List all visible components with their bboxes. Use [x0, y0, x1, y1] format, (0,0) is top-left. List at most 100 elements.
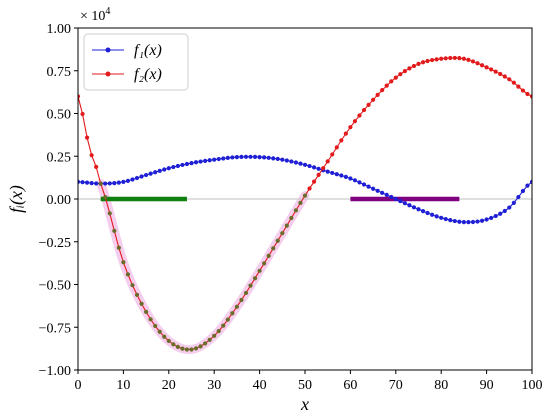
series-2-point [112, 228, 117, 233]
series-1-point [134, 175, 140, 181]
series-2-point [348, 125, 353, 130]
series-2-point [116, 245, 121, 250]
series-1-point [78, 179, 81, 184]
series-2-point [371, 97, 376, 102]
y-tick-label: 1.00 [47, 22, 72, 37]
series-1-point [302, 162, 308, 167]
series-1-point [411, 205, 417, 210]
series-2-point [352, 119, 358, 124]
series-2-point [321, 166, 326, 171]
series-1-point [375, 188, 380, 193]
series-2-point [284, 223, 289, 228]
series-2-point [262, 261, 267, 266]
series-2-point [434, 57, 439, 62]
series-1-point [130, 177, 135, 182]
series-1-point [325, 169, 330, 174]
series-1-point [280, 157, 285, 162]
series-1-point [266, 155, 271, 160]
series-2-point [207, 337, 212, 342]
series-2-point [366, 102, 371, 107]
series-2-point [416, 61, 421, 67]
series-1-point [193, 160, 199, 165]
series-1-point [461, 219, 466, 225]
series-2-point [407, 66, 412, 71]
series-1-point [466, 220, 471, 225]
highlight-layer [96, 179, 310, 355]
series-2-point [311, 179, 317, 184]
series-2-point [334, 145, 339, 150]
series-1-point [144, 172, 149, 178]
series-1-point [139, 174, 144, 179]
y-tick-label: −0.75 [39, 321, 71, 336]
series-2-point [107, 211, 112, 216]
series-2-point [184, 347, 190, 352]
series-2-point [221, 323, 226, 328]
series-2-point [198, 344, 203, 349]
series-2-point [425, 58, 430, 64]
series-1-point [157, 168, 162, 173]
series-2-point [293, 208, 299, 213]
series-2-point [266, 253, 271, 258]
series-1-point [384, 192, 389, 197]
series-1-point [293, 160, 299, 165]
series-2-point [193, 346, 199, 351]
series-2-point [520, 88, 526, 93]
series-1-point [243, 154, 249, 159]
series-1-point [484, 217, 489, 222]
series-1-point [275, 156, 280, 162]
y-axis-label: fᵢ(x) [6, 185, 27, 213]
series-1-point [225, 155, 230, 161]
series-2-point [121, 260, 126, 265]
series-1-point [443, 216, 448, 222]
series-2-point [252, 276, 258, 281]
series-1-point [389, 194, 394, 200]
series-1-point [189, 160, 194, 166]
series-1-point [343, 174, 348, 179]
series-2-point [175, 344, 180, 349]
series-1-point [80, 180, 85, 185]
series-2-point [280, 231, 285, 236]
series-2-point [466, 57, 471, 62]
series-2-point [80, 111, 85, 117]
series-1-point [479, 218, 485, 223]
series-2-point [298, 200, 303, 205]
x-tick-label: 50 [298, 378, 312, 393]
y-tick-label: 0.25 [47, 150, 72, 165]
series-1-point [357, 180, 362, 185]
legend-box [83, 33, 189, 91]
series-1-point [416, 207, 421, 212]
series-1-point [498, 211, 503, 216]
series-2-point [511, 80, 516, 85]
scale-label: × 104 [80, 6, 110, 24]
legend: f₁(x) f₂(x) [83, 33, 189, 91]
series-1-point [271, 156, 276, 161]
series-2-point [475, 61, 480, 66]
series-2-point [275, 238, 280, 243]
series-1-point [434, 214, 439, 219]
series-1-point [529, 179, 532, 184]
series-2-point [339, 138, 344, 143]
series-1-point [203, 158, 208, 163]
series-layer [78, 55, 532, 352]
x-axis-label: x [300, 394, 309, 414]
series-2-point [357, 113, 362, 118]
series-2-point [402, 68, 407, 74]
series-2-point [484, 65, 489, 70]
series-2-point [257, 268, 262, 273]
series-2-point [144, 309, 149, 314]
series-1-point [502, 208, 507, 214]
series-1-point [121, 179, 126, 184]
series-1-point [171, 164, 176, 170]
series-2-point [180, 346, 185, 351]
series-2-point [457, 56, 462, 61]
series-2-point [148, 317, 153, 322]
series-1-point [493, 213, 498, 219]
y-tick-label: 0.50 [47, 108, 72, 123]
series-2-point [94, 164, 99, 170]
series-2-point [529, 94, 532, 99]
series-1-point [180, 162, 185, 168]
series-2-point [289, 215, 294, 221]
series-2-point [443, 56, 448, 61]
series-2-point [139, 301, 144, 306]
series-2-point [189, 347, 194, 352]
